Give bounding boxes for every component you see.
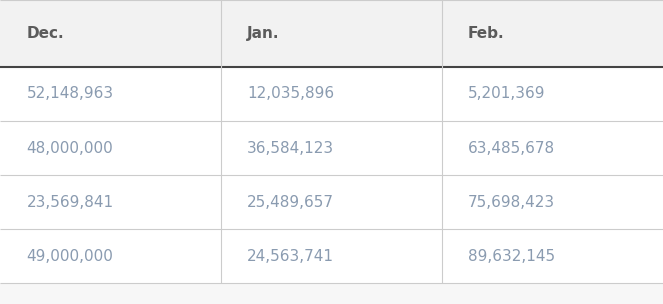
Text: 5,201,369: 5,201,369 — [468, 86, 546, 102]
Text: 12,035,896: 12,035,896 — [247, 86, 334, 102]
Text: 89,632,145: 89,632,145 — [468, 249, 555, 264]
Text: Dec.: Dec. — [27, 26, 64, 41]
Text: 48,000,000: 48,000,000 — [27, 140, 113, 156]
Text: 23,569,841: 23,569,841 — [27, 195, 113, 210]
Text: Feb.: Feb. — [468, 26, 505, 41]
Bar — [0, 229, 663, 283]
Text: 36,584,123: 36,584,123 — [247, 140, 334, 156]
Text: 24,563,741: 24,563,741 — [247, 249, 334, 264]
Bar — [0, 121, 663, 175]
Text: 49,000,000: 49,000,000 — [27, 249, 113, 264]
Text: 52,148,963: 52,148,963 — [27, 86, 113, 102]
Text: 25,489,657: 25,489,657 — [247, 195, 334, 210]
Bar — [0, 67, 663, 121]
Bar — [0, 175, 663, 229]
Text: 63,485,678: 63,485,678 — [468, 140, 555, 156]
Text: Jan.: Jan. — [247, 26, 280, 41]
Bar — [0, 0, 663, 67]
Text: 75,698,423: 75,698,423 — [468, 195, 555, 210]
